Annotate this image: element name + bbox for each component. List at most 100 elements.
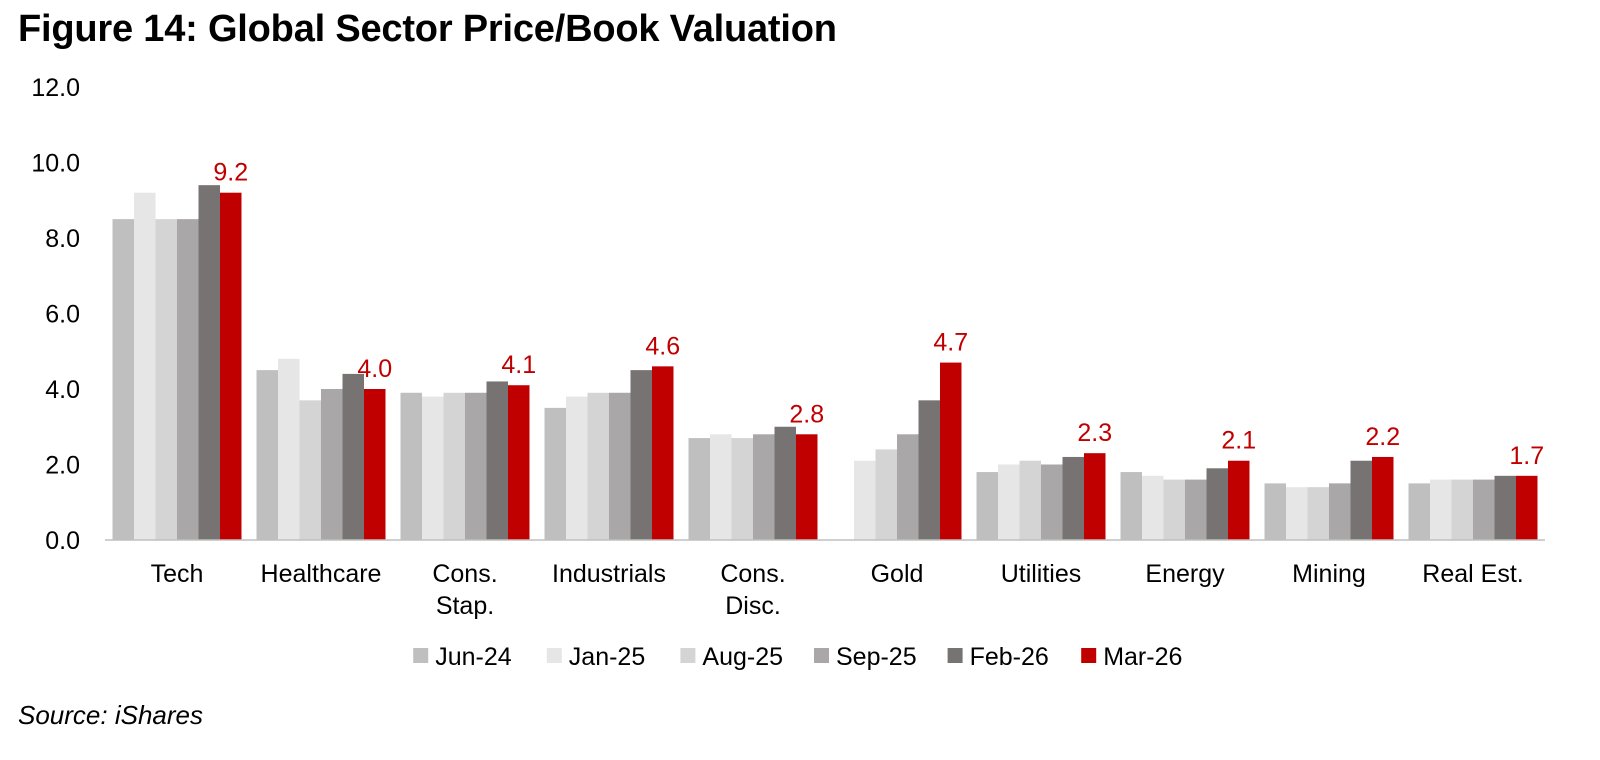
data-label: 4.0 xyxy=(357,355,392,383)
bar-jan-25 xyxy=(1286,487,1308,540)
bar-jun-24 xyxy=(544,407,566,540)
legend-swatch xyxy=(680,648,696,663)
bar-group xyxy=(688,426,818,540)
data-label: 1.7 xyxy=(1509,442,1544,470)
x-tick-label-line: Stap. xyxy=(436,592,494,620)
bar-aug-25 xyxy=(155,219,177,540)
data-label: 2.3 xyxy=(1077,419,1112,447)
x-tick-label-line: Utilities xyxy=(1001,560,1082,588)
legend-item: Jun-24 xyxy=(413,643,512,671)
bar-feb-26 xyxy=(918,400,940,540)
y-axis: 0.0 2.0 4.0 6.0 8.0 10.0 12.0 xyxy=(31,74,80,555)
bar-aug-25 xyxy=(1451,479,1473,540)
bar-group xyxy=(1264,456,1394,540)
x-tick-label-line: Cons. xyxy=(720,560,785,588)
legend-item: Aug-25 xyxy=(680,643,783,671)
bar-group xyxy=(1120,460,1250,540)
bar-group xyxy=(544,366,674,540)
x-tick-label: Gold xyxy=(871,560,924,588)
legend-label: Feb-26 xyxy=(970,643,1049,671)
data-label: 2.1 xyxy=(1221,427,1256,455)
x-tick-label: Energy xyxy=(1145,560,1225,588)
bar-feb-26 xyxy=(1062,456,1084,540)
legend-swatch xyxy=(546,648,562,663)
x-tick-label-line: Energy xyxy=(1145,560,1225,588)
x-tick-label: Real Est. xyxy=(1422,560,1523,588)
y-tick-label: 4.0 xyxy=(45,376,80,404)
legend-item: Mar-26 xyxy=(1081,643,1182,671)
data-label: 4.6 xyxy=(645,332,680,360)
bar-jan-25 xyxy=(854,460,876,540)
legend-swatch xyxy=(814,648,829,663)
bar-jun-24 xyxy=(112,219,134,540)
bar-feb-26 xyxy=(1494,475,1516,540)
bar-feb-26 xyxy=(198,185,220,540)
bar-aug-25 xyxy=(443,392,465,540)
legend-label: Jan-25 xyxy=(569,643,645,671)
legend-swatch xyxy=(1081,648,1097,663)
bar-group xyxy=(112,185,242,540)
x-tick-label-line: Healthcare xyxy=(261,560,382,588)
bar-jan-25 xyxy=(998,464,1020,540)
bar-mar-26 xyxy=(364,389,386,540)
bar-sep-25 xyxy=(1041,464,1063,540)
x-tick-label-line: Tech xyxy=(151,560,204,588)
bar-mar-26 xyxy=(1228,460,1250,540)
bar-aug-25 xyxy=(875,449,897,540)
bar-group xyxy=(854,362,962,540)
bar-jun-24 xyxy=(1264,483,1286,540)
bar-sep-25 xyxy=(1185,479,1207,540)
bar-feb-26 xyxy=(774,426,796,540)
x-tick-label: Tech xyxy=(151,560,204,588)
bar-sep-25 xyxy=(1329,483,1351,540)
bar-mar-26 xyxy=(508,385,530,540)
data-label: 4.1 xyxy=(501,351,536,379)
legend-label: Aug-25 xyxy=(702,643,783,671)
bar-aug-25 xyxy=(587,392,609,540)
legend-item: Jan-25 xyxy=(546,643,645,671)
x-tick-label: Mining xyxy=(1292,560,1366,588)
x-tick-label-line: Cons. xyxy=(432,560,497,588)
bar-sep-25 xyxy=(609,392,631,540)
bar-mar-26 xyxy=(652,366,674,540)
data-label: 9.2 xyxy=(213,159,248,187)
bar-sep-25 xyxy=(465,392,487,540)
legend-swatch xyxy=(947,648,963,663)
bar-feb-26 xyxy=(486,381,508,540)
y-tick-label: 6.0 xyxy=(45,301,80,329)
bar-feb-26 xyxy=(342,373,364,540)
bar-jan-25 xyxy=(710,434,732,540)
legend-label: Mar-26 xyxy=(1103,643,1182,671)
y-tick-label: 2.0 xyxy=(45,452,80,480)
bar-groups xyxy=(112,185,1538,540)
bar-feb-26 xyxy=(1350,460,1372,540)
legend-label: Jun-24 xyxy=(435,643,512,671)
data-label: 4.7 xyxy=(933,329,968,357)
y-tick-label: 8.0 xyxy=(45,225,80,253)
bar-group xyxy=(1408,475,1538,540)
bar-aug-25 xyxy=(731,438,753,540)
bar-sep-25 xyxy=(321,389,343,540)
legend-item: Sep-25 xyxy=(814,643,917,671)
bar-jun-24 xyxy=(976,472,998,540)
data-label: 2.2 xyxy=(1365,423,1400,451)
bar-jan-25 xyxy=(278,358,300,540)
bar-aug-25 xyxy=(1307,487,1329,540)
bar-jun-24 xyxy=(400,392,422,540)
legend-label: Sep-25 xyxy=(836,643,917,671)
x-tick-label: Utilities xyxy=(1001,560,1082,588)
x-axis: Tech Healthcare Cons. Stap. Industrials Cons.… xyxy=(151,560,1524,620)
bar-jun-24 xyxy=(1408,483,1430,540)
y-tick-label: 0.0 xyxy=(45,527,80,555)
x-tick-label-line: Disc. xyxy=(725,592,781,620)
bar-mar-26 xyxy=(940,362,962,540)
bar-group xyxy=(976,453,1106,540)
y-tick-label: 10.0 xyxy=(31,150,80,178)
x-tick-label-line: Gold xyxy=(871,560,924,588)
x-tick-label: Healthcare xyxy=(261,560,382,588)
legend-item: Feb-26 xyxy=(947,643,1049,671)
legend: Jun-24 Jan-25 Aug-25 Sep-25 Feb-26 Mar-26 xyxy=(413,643,1182,671)
bar-aug-25 xyxy=(1163,479,1185,540)
bar-chart: 0.0 2.0 4.0 6.0 8.0 10.0 12.0 9.2 4.0 4.1 4.6 2.8 4… xyxy=(31,74,1545,671)
y-tick-label: 12.0 xyxy=(31,74,80,102)
